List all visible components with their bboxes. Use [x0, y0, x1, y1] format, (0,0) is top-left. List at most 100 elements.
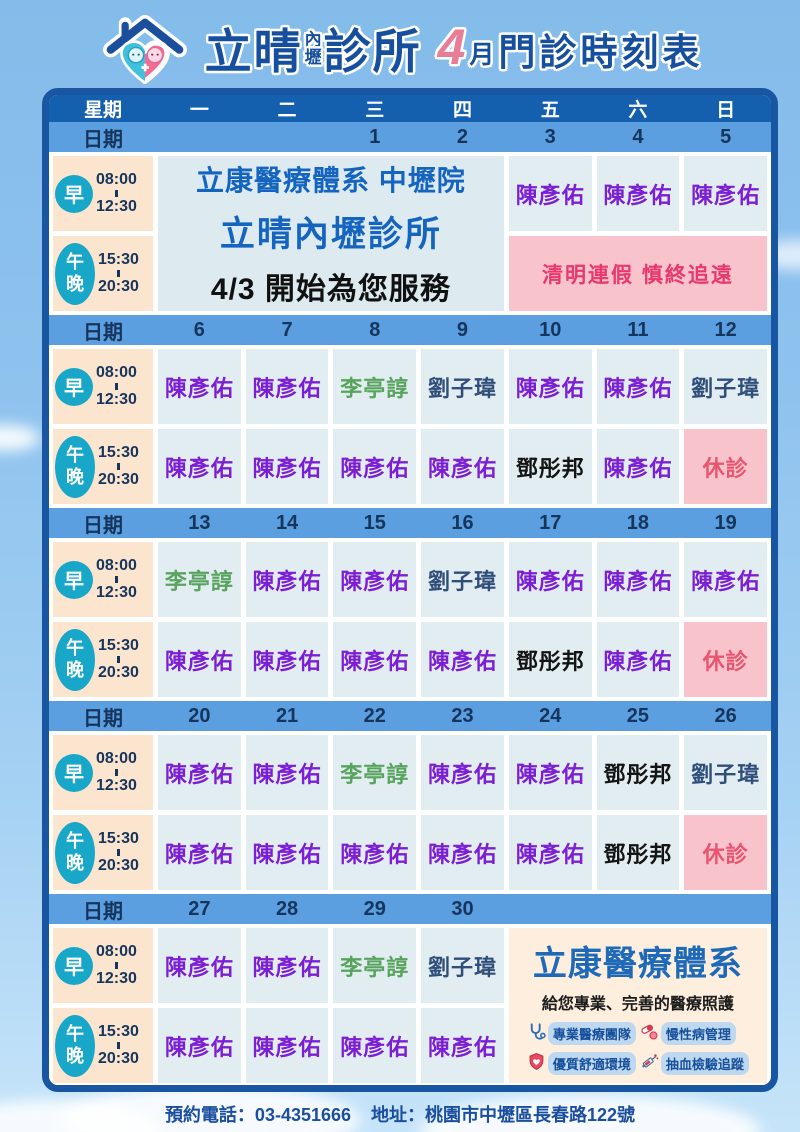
doctor-name: 陳彥佑 [603, 648, 673, 674]
date-cell: 10 [539, 318, 562, 341]
doctor-cell: 陳彥佑 [508, 349, 592, 424]
doctor-name: 鄧彤邦 [603, 841, 673, 867]
syringe-icon [640, 1052, 659, 1076]
doctor-cell: 陳彥佑 [245, 542, 329, 617]
date-cell: 14 [275, 511, 299, 534]
time-separator [114, 962, 118, 969]
date-cell: 7 [281, 318, 293, 341]
morning-badge: 早 [55, 946, 93, 985]
date-cell: 12 [714, 318, 737, 341]
doctor-cell: 劉子瑋 [421, 349, 504, 424]
doctor-cell: 鄧彤邦 [596, 735, 680, 810]
week-block: 早 08:00 12:30 午晚 15:30 20:30 陳彥佑 陳彥佑 李亭諄 陳彥佑 陳彥佑 鄧彤… [49, 731, 771, 894]
doctor-cell: 陳彥佑 [245, 735, 329, 810]
session-hours: 15:30 20:30 [98, 636, 139, 681]
closed-label: 休診 [702, 841, 749, 867]
doctor-name: 陳彥佑 [340, 455, 410, 481]
page-title: 立晴 內 壢 診所 4 月 門診時刻表 [205, 13, 704, 82]
opening-notice: 立康醫療體系 中壢院 立晴內壢診所 4/3 開始為您服務 [158, 156, 504, 311]
schedule-title: 門診時刻表 [498, 32, 704, 73]
doctor-name: 陳彥佑 [340, 841, 410, 867]
doctor-cell: 陳彥佑 [596, 156, 680, 231]
weekday-cell: 四 [452, 100, 472, 121]
doctor-name: 陳彥佑 [252, 841, 322, 867]
doctor-name: 劉子瑋 [427, 954, 497, 980]
date-label: 日期 [83, 707, 123, 730]
week-block: 早 08:00 12:30 午晚 15:30 20:30 立康醫療體系 給您專業、完善的醫療照… [49, 924, 771, 1085]
phone-number: 預約電話：03-4351666 [164, 1105, 352, 1125]
doctor-name: 陳彥佑 [691, 182, 761, 208]
promo-feature-label: 慢性病管理 [660, 1022, 736, 1045]
address: 地址：桃園市中壢區長春路122號 [371, 1105, 636, 1125]
doctor-cell: 陳彥佑 [596, 542, 680, 617]
doctor-cell: 陳彥佑 [333, 542, 417, 617]
date-cell: 8 [369, 318, 381, 341]
doctor-cell: 陳彥佑 [684, 542, 767, 617]
weekday-cell: 一 [189, 100, 209, 121]
week-block: 早 08:00 12:30 午晚 15:30 20:30 陳彥佑 陳彥佑 李亭諄 劉子瑋 陳彥佑 陳彥… [49, 345, 771, 508]
doctor-cell: 李亭諄 [333, 928, 417, 1003]
promo-feature-label: 抽血檢驗追蹤 [660, 1052, 749, 1075]
promo-feature-label: 優質舒適環境 [547, 1052, 636, 1075]
doctor-cell: 陳彥佑 [508, 542, 592, 617]
time-separator [116, 849, 120, 856]
doctor-name: 陳彥佑 [427, 841, 497, 867]
doctor-name: 陳彥佑 [427, 1034, 497, 1060]
doctor-cell: 陳彥佑 [158, 349, 241, 424]
time-separator [116, 1042, 120, 1049]
stethoscope-icon [527, 1022, 546, 1046]
date-cell: 4 [632, 125, 644, 148]
doctor-name: 劉子瑋 [691, 375, 761, 401]
session-hours: 08:00 12:30 [96, 363, 137, 408]
doctor-name: 李亭諄 [340, 761, 410, 787]
month-character: 月 [469, 41, 495, 69]
doctor-cell: 陳彥佑 [421, 429, 504, 504]
closed-cell: 休診 [684, 815, 767, 890]
doctor-cell: 陳彥佑 [596, 429, 680, 504]
weekday-cell: 日 [716, 100, 736, 121]
promo-feature: 優質舒適環境 [527, 1052, 636, 1076]
date-cell: 16 [451, 511, 474, 534]
date-cell: 1 [369, 125, 381, 148]
doctor-cell: 陳彥佑 [508, 735, 592, 810]
date-row: 日期 1 2 3 4 5 [49, 122, 771, 152]
date-cell: 18 [626, 511, 650, 534]
doctor-cell: 鄧彤邦 [508, 429, 592, 504]
doctor-cell: 陳彥佑 [333, 622, 417, 697]
doctor-name: 陳彥佑 [164, 1034, 234, 1060]
doctor-name: 陳彥佑 [340, 648, 410, 674]
date-cell: 17 [539, 511, 562, 534]
session-morning-time: 早 08:00 12:30 [53, 349, 153, 424]
session-hours: 15:30 20:30 [98, 443, 139, 488]
doctor-cell: 陳彥佑 [333, 429, 417, 504]
date-cell: 29 [363, 897, 386, 920]
doctor-name: 李亭諄 [164, 568, 234, 594]
doctor-cell: 陳彥佑 [508, 815, 592, 890]
session-evening-time: 午晚 15:30 20:30 [53, 1008, 153, 1083]
footer: 預約電話：03-4351666 地址：桃園市中壢區長春路122號 [0, 1101, 800, 1127]
doctor-name: 陳彥佑 [603, 455, 673, 481]
doctor-cell: 陳彥佑 [684, 156, 767, 231]
house-heart-logo-icon [102, 14, 187, 84]
doctor-name: 劉子瑋 [691, 761, 761, 787]
notice-line: 立晴內壢診所 [219, 215, 442, 254]
date-row: 日期 13 14 15 16 17 18 19 [49, 508, 771, 538]
closed-label: 休診 [702, 455, 749, 481]
doctor-cell: 陳彥佑 [158, 928, 241, 1003]
morning-badge: 早 [55, 560, 93, 599]
doctor-cell: 劉子瑋 [421, 542, 504, 617]
time-separator [114, 576, 118, 583]
doctor-name: 鄧彤邦 [515, 648, 585, 674]
clinic-name-suffix: 診所 [323, 24, 422, 78]
doctor-name: 陳彥佑 [164, 761, 234, 787]
doctor-cell: 陳彥佑 [245, 1008, 329, 1083]
session-morning-time: 早 08:00 12:30 [53, 735, 153, 810]
doctor-cell: 陳彥佑 [245, 429, 329, 504]
promo-card: 立康醫療體系 給您專業、完善的醫療照護 專業醫療團隊 慢性病管理 優質舒適環境 抽血檢驗追… [508, 928, 767, 1083]
promo-feature: 慢性病管理 [640, 1022, 749, 1046]
doctor-cell: 陳彥佑 [158, 815, 241, 890]
doctor-cell: 李亭諄 [333, 735, 417, 810]
weekday-cell: 二 [277, 100, 297, 121]
evening-badge: 午晚 [55, 1014, 95, 1077]
doctor-cell: 陳彥佑 [158, 1008, 241, 1083]
